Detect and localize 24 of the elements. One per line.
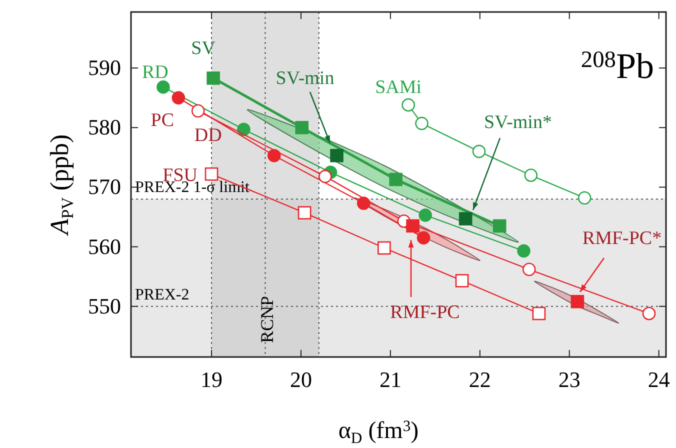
series-label: DD bbox=[194, 124, 222, 146]
series-label: SAMi bbox=[375, 76, 422, 98]
x-tick-label: 24 bbox=[648, 367, 670, 392]
y-tick-label: 570 bbox=[88, 174, 121, 200]
series-label: PC bbox=[150, 110, 174, 131]
series-label: SV bbox=[191, 38, 216, 60]
x-tick-label: 19 bbox=[200, 367, 223, 392]
x-tick-label: 20 bbox=[290, 367, 312, 392]
x-tick-label: 23 bbox=[558, 367, 580, 392]
x-axis-title: α$_{D}$ (fm$^{3}$) bbox=[338, 418, 419, 447]
y-tick-label: 590 bbox=[88, 55, 121, 80]
y-tick-label: 560 bbox=[88, 234, 121, 259]
band-label: RCNP bbox=[257, 296, 278, 343]
y-tick-label: 550 bbox=[88, 293, 121, 318]
y-tick-label: 580 bbox=[88, 114, 121, 140]
text: RMF-PC bbox=[390, 302, 460, 323]
text: RMF-PC* bbox=[582, 228, 662, 249]
text: SV-min* bbox=[484, 112, 552, 133]
text: SV-min bbox=[276, 68, 335, 89]
x-tick-label: 22 bbox=[468, 367, 491, 392]
x-tick-label: 21 bbox=[379, 367, 402, 392]
annotation: $^{208}$Pb bbox=[580, 46, 654, 86]
series-label: RD bbox=[142, 62, 168, 84]
ref-line-label: PREX-2 bbox=[135, 286, 190, 304]
